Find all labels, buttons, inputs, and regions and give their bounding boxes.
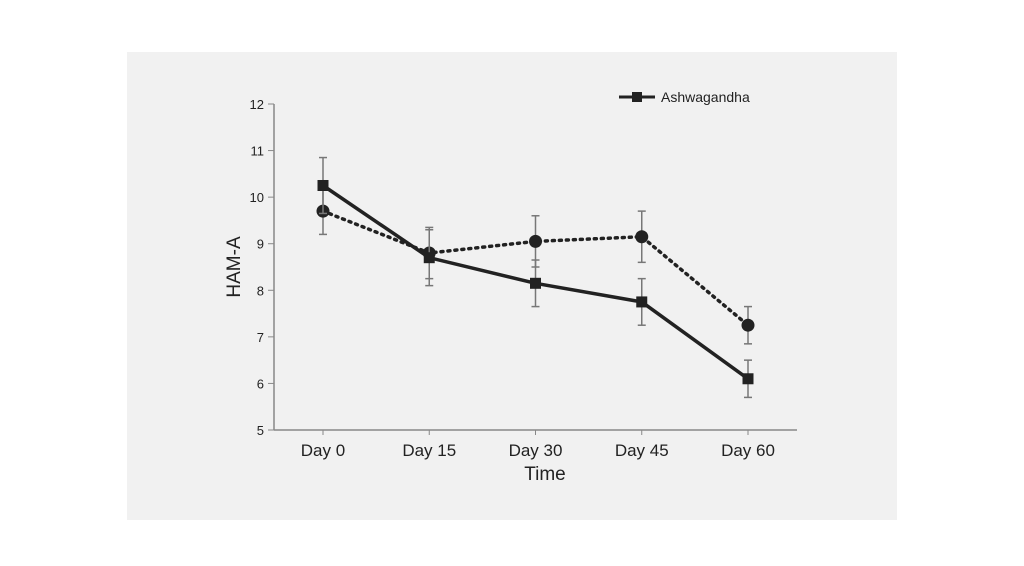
legend-square-marker — [632, 92, 642, 102]
square-point — [423, 252, 435, 264]
circle-point — [635, 230, 649, 244]
x-ticks: Day 0 Day 15 Day 30 Day 45 Day 60 — [301, 430, 775, 460]
square-point — [317, 180, 329, 191]
series-1 — [317, 156, 754, 399]
circle-point — [741, 318, 755, 332]
y-tick-label: 9 — [257, 237, 264, 252]
x-tick-label: Day 15 — [402, 441, 456, 460]
square-point — [742, 373, 754, 385]
x-tick-label: Day 45 — [615, 441, 669, 460]
y-tick-label: 6 — [257, 376, 264, 391]
x-tick-label: Day 0 — [301, 441, 345, 460]
y-axis-title: HAM-A — [224, 236, 245, 298]
y-ticks: 5 6 7 8 9 10 11 12 — [250, 97, 274, 438]
x-tick-label: Day 60 — [721, 441, 775, 460]
y-tick-label: 12 — [250, 97, 264, 112]
x-tick-label: Day 30 — [509, 441, 563, 460]
circle-point — [529, 234, 542, 248]
y-tick-label: 11 — [251, 144, 265, 159]
x-axis-title: Time — [524, 464, 566, 485]
y-tick-label: 7 — [257, 330, 264, 345]
legend-label: Ashwagandha — [661, 89, 750, 105]
y-tick-label: 5 — [257, 423, 264, 438]
chart-panel: 5 6 7 8 9 10 11 12 Day 0 Day 15 Day 30 Day 45 Day 6… — [127, 52, 897, 520]
series-layer — [316, 156, 755, 399]
series-line — [321, 209, 750, 327]
legend: Ashwagandha — [619, 89, 750, 105]
y-tick-label: 8 — [257, 283, 264, 298]
line-chart: 5 6 7 8 9 10 11 12 Day 0 Day 15 Day 30 Day 45 Day 6… — [224, 89, 797, 485]
square-point — [530, 277, 541, 289]
y-tick-label: 10 — [250, 190, 264, 205]
square-point — [636, 296, 648, 308]
